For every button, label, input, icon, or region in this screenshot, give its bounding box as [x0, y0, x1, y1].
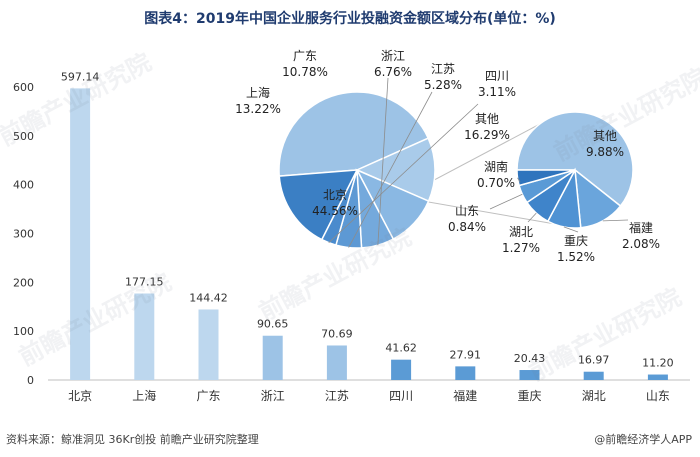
- other-pie-leader: [527, 212, 537, 223]
- category-label: 四川: [389, 389, 413, 403]
- main-pie-pct: 44.56%: [312, 204, 358, 218]
- other-pie-label: 福建: [629, 220, 653, 235]
- bar-value-label: 70.69: [321, 327, 353, 340]
- bar-value-label: 90.65: [257, 318, 289, 331]
- category-label: 北京: [68, 389, 92, 403]
- bar-value-label: 11.20: [642, 357, 674, 370]
- y-tick-label: 600: [13, 81, 34, 94]
- other-pie-leader: [563, 226, 579, 233]
- main-pie-label: 其他: [475, 112, 499, 126]
- main-pie-pct: 3.11%: [478, 85, 516, 99]
- other-pie-label: 湖南: [484, 159, 508, 174]
- main-pie-label: 江苏: [431, 62, 455, 76]
- chart-title: 图表4：2019年中国企业服务行业投融资金额区域分布(单位：%): [144, 11, 556, 27]
- bar-4: [262, 335, 283, 380]
- category-label: 福建: [453, 388, 477, 403]
- bar-series: [70, 88, 668, 380]
- main-pie-label: 北京: [323, 188, 347, 202]
- bar-8: [519, 370, 540, 380]
- y-tick-label: 300: [13, 228, 34, 241]
- category-label: 上海: [132, 388, 156, 403]
- category-labels: 北京 上海 广东 浙江 江苏 四川 福建 重庆 湖北 山东: [68, 388, 670, 403]
- bar-value-labels: 597.14 177.15 144.42 90.65 70.69 41.62 27.91 20…: [61, 70, 674, 369]
- main-pie-slice-7: [278, 169, 359, 241]
- bar-6: [391, 359, 412, 380]
- main-pie-leader: [377, 77, 389, 246]
- bar-2: [134, 293, 155, 380]
- other-pie: [516, 111, 634, 229]
- y-tick-label: 0: [27, 374, 34, 387]
- main-pie-pct: 13.22%: [235, 102, 281, 116]
- bar-3: [198, 309, 219, 380]
- other-pie-leader: [602, 219, 629, 222]
- other-pie-label: 重庆: [564, 234, 588, 248]
- main-pie-pct: 16.29%: [464, 128, 510, 142]
- bar-value-label: 16.97: [578, 354, 610, 367]
- y-tick-label: 100: [13, 325, 34, 338]
- main-pie-pct: 6.76%: [374, 65, 412, 79]
- category-label: 山东: [646, 389, 670, 403]
- main-pie: [278, 91, 436, 249]
- other-pie-label: 其他: [593, 129, 617, 143]
- other-pie-pct: 2.08%: [622, 237, 660, 251]
- y-tick-label: 200: [13, 276, 34, 289]
- other-pie-label: 湖北: [509, 224, 533, 239]
- category-label: 浙江: [261, 389, 285, 403]
- other-pie-label: 山东: [455, 204, 479, 218]
- bar-value-label: 20.43: [514, 352, 546, 365]
- main-pie-label: 浙江: [381, 49, 405, 63]
- main-pie-pct: 5.28%: [424, 78, 462, 92]
- other-pie-leader: [489, 193, 523, 210]
- main-pie-slice-2: [355, 137, 436, 203]
- other-pie-slice-6: [516, 169, 576, 187]
- bar-value-label: 27.91: [450, 348, 482, 361]
- main-pie-leader: [328, 103, 479, 243]
- brand-note: @前瞻经济学人APP: [594, 433, 692, 446]
- bar-1: [70, 88, 91, 380]
- other-pie-pct: 1.52%: [557, 250, 595, 264]
- main-pie-leader: [348, 91, 433, 248]
- bar-axis: 0 100 200 300 400 500 600: [13, 81, 690, 387]
- source-note: 资料来源：鲸准洞见 36Kr创投 前瞻产业研究院整理: [6, 433, 259, 446]
- bar-5: [326, 345, 347, 380]
- category-label: 江苏: [325, 389, 349, 403]
- bar-value-label: 177.15: [125, 275, 164, 288]
- bar-value-label: 41.62: [385, 342, 417, 355]
- main-pie-pct: 10.78%: [282, 65, 328, 79]
- main-pie-label: 广东: [293, 49, 317, 63]
- bar-9: [583, 371, 604, 380]
- other-pie-slice-1: [516, 111, 634, 208]
- other-pie-pct: 0.70%: [477, 176, 515, 190]
- pie-labels: 北京 44.56% 上海 13.22% 广东 10.78% 浙江 6.76% 江苏 5.28% 四川…: [235, 49, 660, 264]
- category-label: 重庆: [517, 389, 541, 403]
- bar-value-label: 144.42: [189, 291, 228, 304]
- main-pie-label: 四川: [485, 69, 509, 83]
- category-label: 湖北: [582, 388, 606, 403]
- bar-value-label: 597.14: [61, 70, 100, 83]
- other-pie-pct: 9.88%: [586, 145, 624, 159]
- main-pie-label: 上海: [246, 85, 270, 100]
- bar-7: [455, 366, 476, 380]
- main-pie-slice-1: [278, 91, 430, 177]
- bar-10: [647, 374, 668, 380]
- category-label: 广东: [196, 389, 220, 403]
- y-tick-label: 500: [13, 130, 34, 143]
- other-pie-pct: 1.27%: [502, 241, 540, 255]
- other-pie-pct: 0.84%: [448, 220, 486, 234]
- other-pie-leader: [517, 177, 521, 183]
- y-tick-label: 400: [13, 179, 34, 192]
